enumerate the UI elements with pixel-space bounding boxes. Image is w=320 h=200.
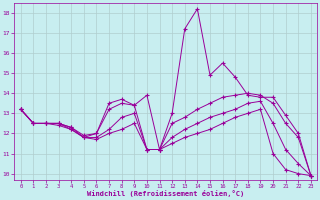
X-axis label: Windchill (Refroidissement éolien,°C): Windchill (Refroidissement éolien,°C) bbox=[87, 190, 244, 197]
